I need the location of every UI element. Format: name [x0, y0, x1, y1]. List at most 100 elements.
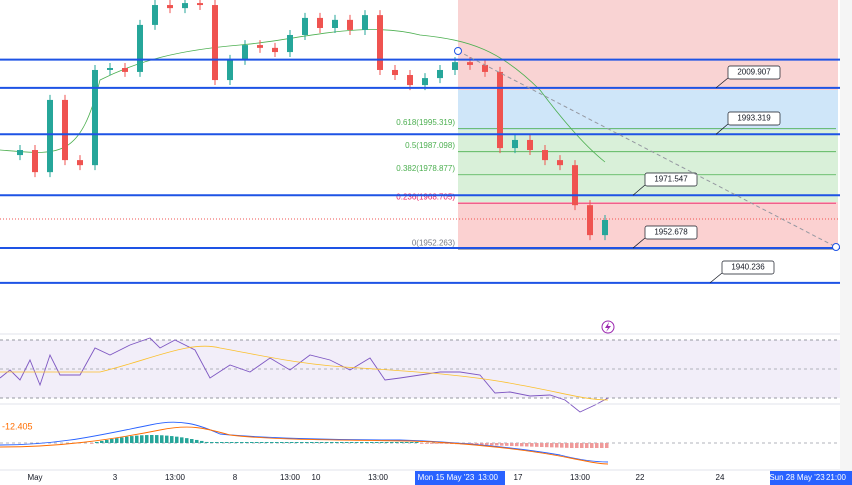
macd-bar [430, 443, 434, 444]
macd-bar [545, 443, 549, 448]
macd-bar [135, 435, 139, 443]
macd-bar [330, 442, 334, 443]
x-tick-label: 13:00 [570, 473, 591, 482]
x-tick-label: 3 [113, 473, 118, 482]
macd-bar [160, 435, 164, 443]
macd-bar [490, 443, 494, 446]
macd-bar [305, 442, 309, 443]
candle-body [332, 19, 338, 28]
macd-bar [360, 442, 364, 443]
macd-bar [495, 443, 499, 446]
macd-bar [570, 443, 574, 448]
macd-bar [310, 442, 314, 443]
macd-bar [355, 442, 359, 443]
candle-body [152, 5, 158, 25]
macd-bar [300, 442, 304, 443]
candle-body [257, 45, 263, 48]
signal-line [0, 426, 609, 465]
macd-bar [560, 443, 564, 448]
rsi-ma [0, 345, 609, 401]
macd-bar [345, 442, 349, 443]
candle-body [167, 5, 173, 9]
macd-bar [240, 442, 244, 443]
x-tick-label: 22 [636, 473, 645, 482]
macd-bar [485, 443, 489, 446]
macd-bar [550, 443, 554, 448]
macd-bar [445, 443, 449, 444]
macd-bar [265, 442, 269, 443]
macd-bar [295, 442, 299, 443]
trend-line [457, 50, 837, 248]
x-tick-label: Mon 15 May '23 [418, 473, 475, 482]
macd-bar [510, 443, 514, 446]
candle-body [107, 68, 113, 70]
fib-zone [458, 130, 838, 202]
x-tick-label: 10 [312, 473, 321, 482]
candle-body [122, 68, 128, 72]
macd-bar [165, 435, 169, 443]
level-callout [644, 225, 698, 240]
candle-body [572, 165, 578, 206]
candle-body [482, 64, 488, 72]
fib-label: 0.236(1968.705) [396, 192, 455, 201]
macd-bar [595, 443, 599, 448]
macd-bar [150, 435, 154, 443]
level-connector [715, 123, 729, 135]
candle-body [317, 17, 323, 28]
candle-body [362, 15, 368, 30]
candle-body [437, 69, 443, 79]
macd-bar [145, 435, 149, 443]
candle-body [527, 139, 533, 151]
macd-bar [115, 438, 119, 443]
candle-body [62, 99, 68, 161]
level-label: 1940.236 [731, 263, 765, 272]
macd-bar [380, 442, 384, 443]
price-scale-edge [840, 0, 852, 470]
level-connector [715, 77, 729, 89]
candle-body [197, 3, 203, 6]
macd-bar [390, 442, 394, 443]
level-label: 1952.678 [654, 228, 688, 237]
fib-label: 0.5(1987.098) [405, 141, 455, 150]
candle-body [302, 17, 308, 35]
macd-bar [585, 443, 589, 448]
macd-bar [220, 442, 224, 443]
macd-bar [130, 436, 134, 443]
fib-label: 0.618(1995.319) [396, 118, 455, 127]
fib-lines: 0.618(1995.319) 0.5(1987.098) 0.382(1978.8… [396, 118, 836, 250]
macd-bar [440, 443, 444, 444]
x-tick-label: May [27, 473, 42, 482]
candle-body [512, 139, 518, 149]
macd-bar [250, 442, 254, 443]
macd-bar [530, 443, 534, 447]
level-connector [709, 272, 723, 284]
macd-bar [200, 440, 204, 443]
macd-bar [525, 443, 529, 447]
macd-bar [500, 443, 504, 446]
rsi-line [0, 337, 609, 413]
macd-bar [205, 441, 209, 443]
candle-body [242, 45, 248, 60]
levels: 2009.907 1993.319 1971.547 1952.678 1940.236 [0, 58, 840, 284]
candle-body [17, 150, 23, 156]
x-tick-label: 13:00 [165, 473, 186, 482]
macd-bar [540, 443, 544, 447]
level-label: 2009.907 [737, 68, 771, 77]
macd-bar [95, 441, 99, 443]
macd-bar [340, 442, 344, 443]
time-highlight [415, 471, 505, 485]
macd-bar [370, 442, 374, 443]
macd-bar [410, 442, 414, 443]
x-tick-label: 21:00 [826, 473, 847, 482]
macd-bar [475, 443, 479, 445]
candle-body [272, 47, 278, 53]
candle-body [587, 205, 593, 236]
macd-bar [420, 443, 424, 444]
macd-histogram [90, 435, 609, 448]
macd-bar [365, 442, 369, 443]
candle-body [467, 62, 473, 65]
time-highlight [770, 471, 852, 485]
macd-bar [580, 443, 584, 448]
candle-body [497, 71, 503, 149]
